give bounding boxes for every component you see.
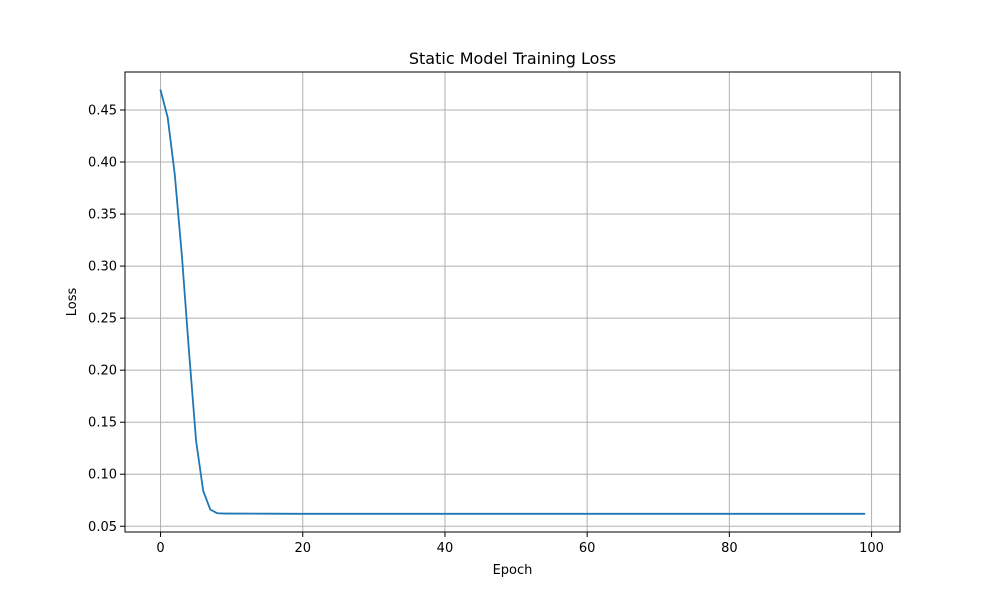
y-tick-label: 0.10	[88, 468, 117, 483]
y-tick-label: 0.25	[88, 312, 117, 327]
x-tick-label: 20	[294, 541, 311, 556]
y-tick-label: 0.40	[88, 156, 117, 171]
y-tick-label: 0.45	[88, 103, 117, 118]
series-layer	[159, 89, 866, 515]
y-axis-label: Loss	[65, 288, 80, 317]
grid-layer	[125, 72, 900, 532]
y-tick-label: 0.15	[88, 416, 117, 431]
x-tick-label: 0	[156, 541, 164, 556]
y-tick-label: 0.20	[88, 364, 117, 379]
chart-title: Static Model Training Loss	[409, 49, 616, 68]
y-tick-label: 0.05	[88, 520, 117, 535]
x-tick-label: 60	[579, 541, 596, 556]
x-axis-label: Epoch	[493, 563, 533, 578]
plot-frame	[124, 71, 901, 533]
y-tick-label: 0.35	[88, 208, 117, 223]
loss-series-line	[159, 89, 866, 515]
x-tick-label: 40	[437, 541, 454, 556]
x-tick-label: 100	[859, 541, 884, 556]
x-tick-label: 80	[721, 541, 738, 556]
y-tick-label: 0.30	[88, 260, 117, 275]
tick-layer: 0 20 40 60 80 100 0.05 0.10 0.15 0.20 0.25 0.30 0.35…	[88, 103, 884, 556]
